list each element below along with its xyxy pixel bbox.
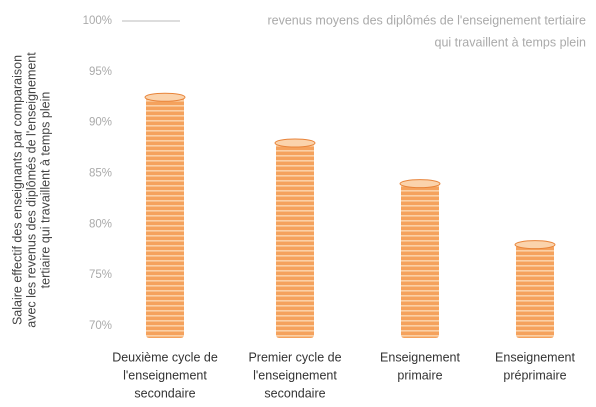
x-tick-label: Deuxième cycle de [112,350,218,364]
y-tick-label: 90% [89,117,112,129]
x-tick-label: l'enseignement [123,368,207,382]
x-tick-label: primaire [397,368,442,382]
x-tick-label: Premier cycle de [248,350,341,364]
bar [401,183,439,338]
coin-top [514,240,556,250]
y-tick-label: 95% [89,66,112,78]
y-axis-label: Salaire effectif des enseignants par com… [10,55,24,325]
annotation: qui travaillent à temps plein [435,35,587,49]
y-axis-label: avec les revenus des diplômés de l'ensei… [24,52,38,328]
x-tick-label: l'enseignement [253,368,337,382]
x-tick-label: secondaire [264,386,325,400]
coin-top [274,138,316,148]
x-tick-label: Enseignement [495,350,575,364]
y-tick-label: 100% [83,15,112,27]
y-tick-label: 85% [89,168,112,180]
coin-top [399,179,441,189]
y-axis-label: tertiaire qui travaillent à temps plein [38,92,52,289]
bar [276,143,314,338]
x-tick-label: préprimaire [503,368,566,382]
y-tick-label: 70% [89,320,112,332]
bar [516,244,554,338]
y-tick-label: 80% [89,218,112,230]
coin-top [144,92,186,102]
x-tick-label: secondaire [134,386,195,400]
x-tick-label: Enseignement [380,350,460,364]
y-tick-label: 75% [89,269,112,281]
bar [146,97,184,338]
annotation: revenus moyens des diplômés de l'enseign… [267,13,586,27]
